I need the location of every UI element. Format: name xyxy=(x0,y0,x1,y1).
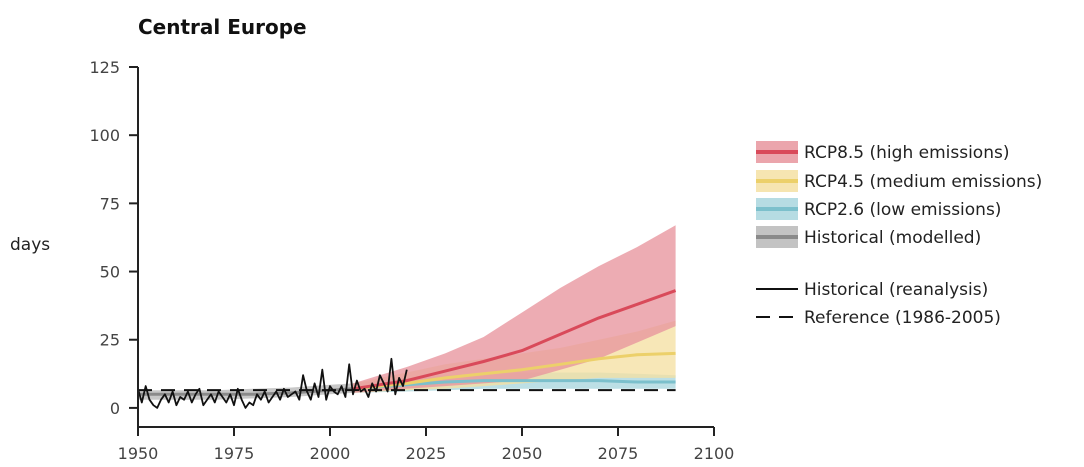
y-tick-label: 75 xyxy=(100,194,120,213)
legend-label: Historical (reanalysis) xyxy=(804,280,988,300)
x-tick-label: 1975 xyxy=(214,444,255,463)
legend-item-historical-reanalysis: Historical (reanalysis) xyxy=(756,280,988,300)
legend-item-rcp8-5-high-emissions: RCP8.5 (high emissions) xyxy=(756,141,1009,163)
legend-label: Historical (modelled) xyxy=(804,228,981,248)
median-line-rcp8-5-high-emissions xyxy=(352,289,677,391)
x-tick-label: 1950 xyxy=(118,444,159,463)
legend-label: RCP4.5 (medium emissions) xyxy=(804,172,1042,192)
legend-item-rcp4-5-medium-emissions: RCP4.5 (medium emissions) xyxy=(756,170,1042,192)
x-tick-label: 2000 xyxy=(310,444,351,463)
legend-label: RCP2.6 (low emissions) xyxy=(804,200,1001,220)
legend-item-rcp2-6-low-emissions: RCP2.6 (low emissions) xyxy=(756,198,1001,220)
x-tick-label: 2100 xyxy=(694,444,735,463)
axes: 0 25 50 75 100 125 1950 1975 2000 2025 2050 2075 210… xyxy=(89,58,734,463)
y-axis-label: days xyxy=(10,235,50,255)
legend-item-reference-1986-2005: Reference (1986-2005) xyxy=(756,308,1001,328)
x-tick-label: 2050 xyxy=(502,444,543,463)
chart-title: Central Europe xyxy=(138,15,307,39)
x-tick-label: 2025 xyxy=(406,444,447,463)
y-tick-label: 25 xyxy=(100,331,120,350)
band-rcp8-5-high-emissions xyxy=(353,225,676,393)
y-tick-label: 0 xyxy=(110,399,120,418)
legend-item-historical-modelled: Historical (modelled) xyxy=(756,226,981,248)
median-line-rcp4-5-medium-emissions xyxy=(352,351,676,391)
reanalysis-line xyxy=(137,357,408,409)
legend-label: RCP8.5 (high emissions) xyxy=(804,143,1009,163)
y-tick-label: 125 xyxy=(89,58,120,77)
legend: RCP8.5 (high emissions) RCP4.5 (medium em… xyxy=(756,141,1042,328)
x-tick-label: 2075 xyxy=(598,444,639,463)
legend-label: Reference (1986-2005) xyxy=(804,308,1001,328)
median-line-rcp2-6-low-emissions xyxy=(352,379,676,391)
plot-area xyxy=(137,225,677,409)
y-tick-label: 50 xyxy=(100,263,120,282)
y-tick-label: 100 xyxy=(89,126,120,145)
